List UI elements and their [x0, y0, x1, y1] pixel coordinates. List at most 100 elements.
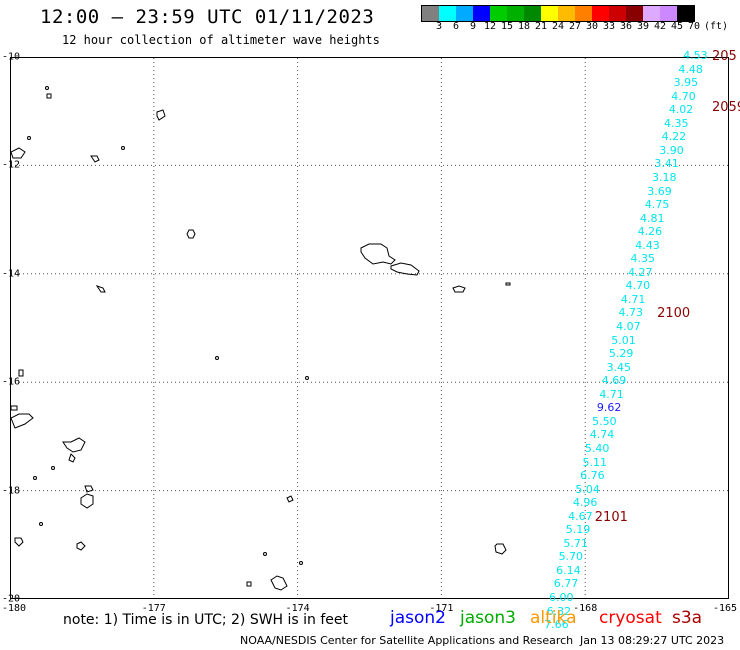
latitude-label: -10: [2, 51, 21, 63]
colorbar-unit: (ft): [704, 21, 729, 32]
colorbar-label: 45: [670, 21, 684, 32]
wave-height-value: 4.75: [644, 198, 670, 212]
wave-height-value: 3.45: [606, 360, 632, 374]
wave-height-value: 5.29: [608, 347, 634, 361]
island-niuafo: [95, 285, 106, 293]
latitude-label: -16: [2, 376, 21, 388]
wave-height-value: 5.40: [584, 441, 610, 455]
island-tonga-e: [246, 581, 252, 587]
colorbar-label: 24: [551, 21, 565, 32]
colorbar-label: 9: [469, 21, 477, 32]
islet: [45, 86, 49, 90]
wave-height-value: 4.70: [671, 89, 696, 103]
longitude-label: -180: [1, 603, 27, 614]
island-tonga-d: [270, 575, 288, 591]
islet: [33, 476, 37, 480]
satellite-jason2: jason2: [390, 608, 446, 628]
islet: [263, 552, 267, 556]
colorbar-swatch: [626, 6, 643, 21]
wave-height-value: 6.14: [556, 563, 581, 577]
units-note: note: 1) Time is in UTC; 2) SWH is in fe…: [63, 612, 349, 628]
island-samoa-tutuila: [390, 262, 420, 276]
satellite-altika: altika: [530, 608, 577, 628]
longitude-label: -171: [429, 603, 454, 614]
generated-timestamp: Jan 13 08:29:27 UTC 2023: [580, 634, 725, 647]
longitude-label: -168: [573, 603, 598, 614]
wave-height-colorbar: [421, 5, 695, 22]
wave-height-value: 5.04: [575, 482, 600, 496]
pass-time-label: 205: [712, 49, 737, 64]
colorbar-swatch: [558, 6, 575, 21]
wave-height-value: 4.02: [668, 103, 694, 117]
island-fiji-e: [18, 369, 24, 377]
pass-time-label: 2101: [594, 509, 628, 525]
colorbar-label: 18: [517, 21, 531, 32]
islet: [27, 136, 31, 140]
wave-height-value: 9.62: [596, 401, 622, 415]
wave-height-value: 6.76: [580, 469, 605, 483]
colorbar-label: 36: [619, 21, 633, 32]
colorbar-swatch: [541, 6, 558, 21]
colorbar-label: 12: [483, 21, 497, 32]
islet: [299, 561, 303, 565]
wave-height-value: 7.66: [544, 618, 569, 632]
island-samoa-upolu: [360, 243, 396, 265]
wave-height-value: 5.01: [611, 333, 636, 347]
colorbar-swatch: [422, 6, 439, 21]
island-niue: [494, 543, 507, 555]
wave-height-value: 3.69: [647, 184, 672, 198]
islet: [121, 146, 125, 150]
wave-height-value: 5.11: [582, 455, 608, 469]
wave-height-value: 3.41: [654, 157, 679, 171]
island-manua: [505, 282, 511, 286]
colorbar-label: 6: [452, 21, 460, 32]
colorbar-swatch: [609, 6, 626, 21]
satellite-s3a: s3a: [672, 608, 703, 628]
satellite-cryosat: cryosat: [599, 608, 662, 628]
island-fiji-c: [14, 537, 24, 547]
wave-height-value: 6.77: [553, 577, 579, 591]
wave-height-value: 4.43: [635, 238, 660, 252]
wave-height-value: 6.00: [548, 591, 574, 604]
wave-height-value: 5.70: [558, 550, 584, 564]
wave-height-value: 3.95: [673, 76, 699, 90]
wave-height-value: 4.35: [630, 252, 655, 266]
map-frame: [10, 57, 729, 599]
island-fiji-viti: [10, 413, 34, 429]
satellite-jason3: jason3: [460, 608, 516, 628]
longitude-label: -177: [141, 603, 166, 614]
colorbar-swatch: [643, 6, 660, 21]
latitude-label: -14: [2, 268, 21, 280]
colorbar-label: 30: [585, 21, 599, 32]
islet: [51, 466, 55, 470]
wave-height-value: 4.69: [601, 374, 627, 388]
wave-height-value: 4.70: [625, 279, 651, 293]
wave-height-value: 5.71: [563, 536, 588, 550]
colorbar-swatch: [456, 6, 473, 21]
islet: [39, 522, 43, 526]
wave-height-value: 4.22: [661, 130, 687, 144]
map-subtitle: 12 hour collection of altimeter wave hei…: [62, 33, 380, 47]
wave-height-value: 4.71: [620, 292, 646, 306]
island-upper-a: [10, 147, 26, 159]
islet: [305, 376, 309, 380]
colorbar-label: 3: [435, 21, 443, 32]
wave-height-value: 6.32: [546, 604, 572, 618]
island-futuna: [156, 109, 166, 121]
colorbar-swatch: [677, 6, 694, 21]
wave-height-value: 4.74: [589, 428, 615, 442]
credit-line: NOAA/NESDIS Center for Satellite Applica…: [240, 634, 574, 647]
island-upper-b: [90, 155, 100, 163]
island-fiji-lau: [80, 493, 94, 509]
island-fiji-d: [76, 541, 86, 551]
colorbar-swatch: [490, 6, 507, 21]
wave-height-value: 4.81: [640, 211, 665, 225]
latitude-label: -20: [2, 593, 21, 605]
colorbar-swatch: [507, 6, 524, 21]
wave-height-value: 4.35: [664, 116, 689, 130]
colorbar-swatch: [473, 6, 490, 21]
wave-height-value: 4.71: [599, 387, 624, 401]
latitude-label: -18: [2, 485, 21, 497]
wave-height-value: 4.27: [628, 265, 653, 279]
colorbar-swatch: [439, 6, 456, 21]
